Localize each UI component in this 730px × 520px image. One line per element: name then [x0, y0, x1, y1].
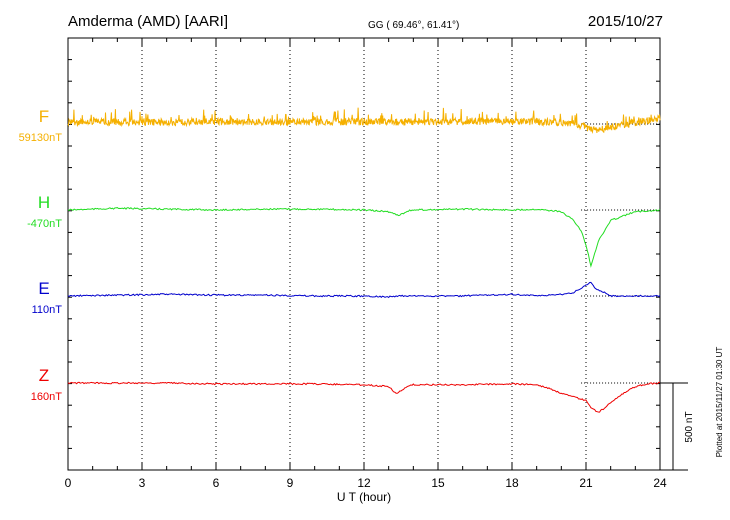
series-baseline-E: 110nT — [32, 304, 63, 316]
series-labels: F 59130nT H -470nT E 110nT Z 160nT — [19, 107, 63, 403]
x-tick-label-9: 9 — [287, 476, 294, 490]
series-line-F — [67, 107, 661, 134]
x-tick-label-3: 3 — [139, 476, 146, 490]
scale-bar: 500 nT — [660, 382, 695, 471]
vertical-gridlines — [141, 38, 587, 470]
series-line-H — [67, 207, 661, 268]
x-tick-label-6: 6 — [213, 476, 220, 490]
station-title: Amderma (AMD) [AARI] — [68, 13, 228, 30]
x-tick-label-15: 15 — [431, 476, 445, 490]
series-line-Z — [67, 381, 660, 413]
scale-bar-label: 500 nT — [684, 411, 695, 442]
series-name-Z: Z — [39, 366, 49, 385]
series-name-F: F — [39, 107, 49, 126]
x-tick-label-24: 24 — [653, 476, 667, 490]
x-tick-label-21: 21 — [579, 476, 593, 490]
x-axis-label: U T (hour) — [337, 490, 391, 504]
series-name-E: E — [38, 279, 49, 298]
series-lines — [67, 107, 661, 413]
x-tick-label-12: 12 — [357, 476, 371, 490]
x-tick-label-0: 0 — [65, 476, 72, 490]
date-label: 2015/10/27 — [588, 13, 663, 30]
x-tick-label-18: 18 — [505, 476, 519, 490]
series-line-E — [67, 281, 661, 299]
series-baseline-H: -470nT — [27, 218, 62, 230]
x-tick-labels: 0 3 6 9 12 15 18 21 24 — [65, 476, 667, 490]
axis-ticks — [67, 38, 661, 470]
plotted-timestamp: Plotted at 2015/11/27 01:30 UT — [715, 347, 724, 458]
series-baseline-Z: 160nT — [31, 391, 62, 403]
baseline-references — [581, 123, 660, 384]
series-baseline-F: 59130nT — [19, 132, 63, 144]
station-coordinates: GG ( 69.46°, 61.41°) — [368, 20, 459, 31]
series-name-H: H — [38, 193, 50, 212]
